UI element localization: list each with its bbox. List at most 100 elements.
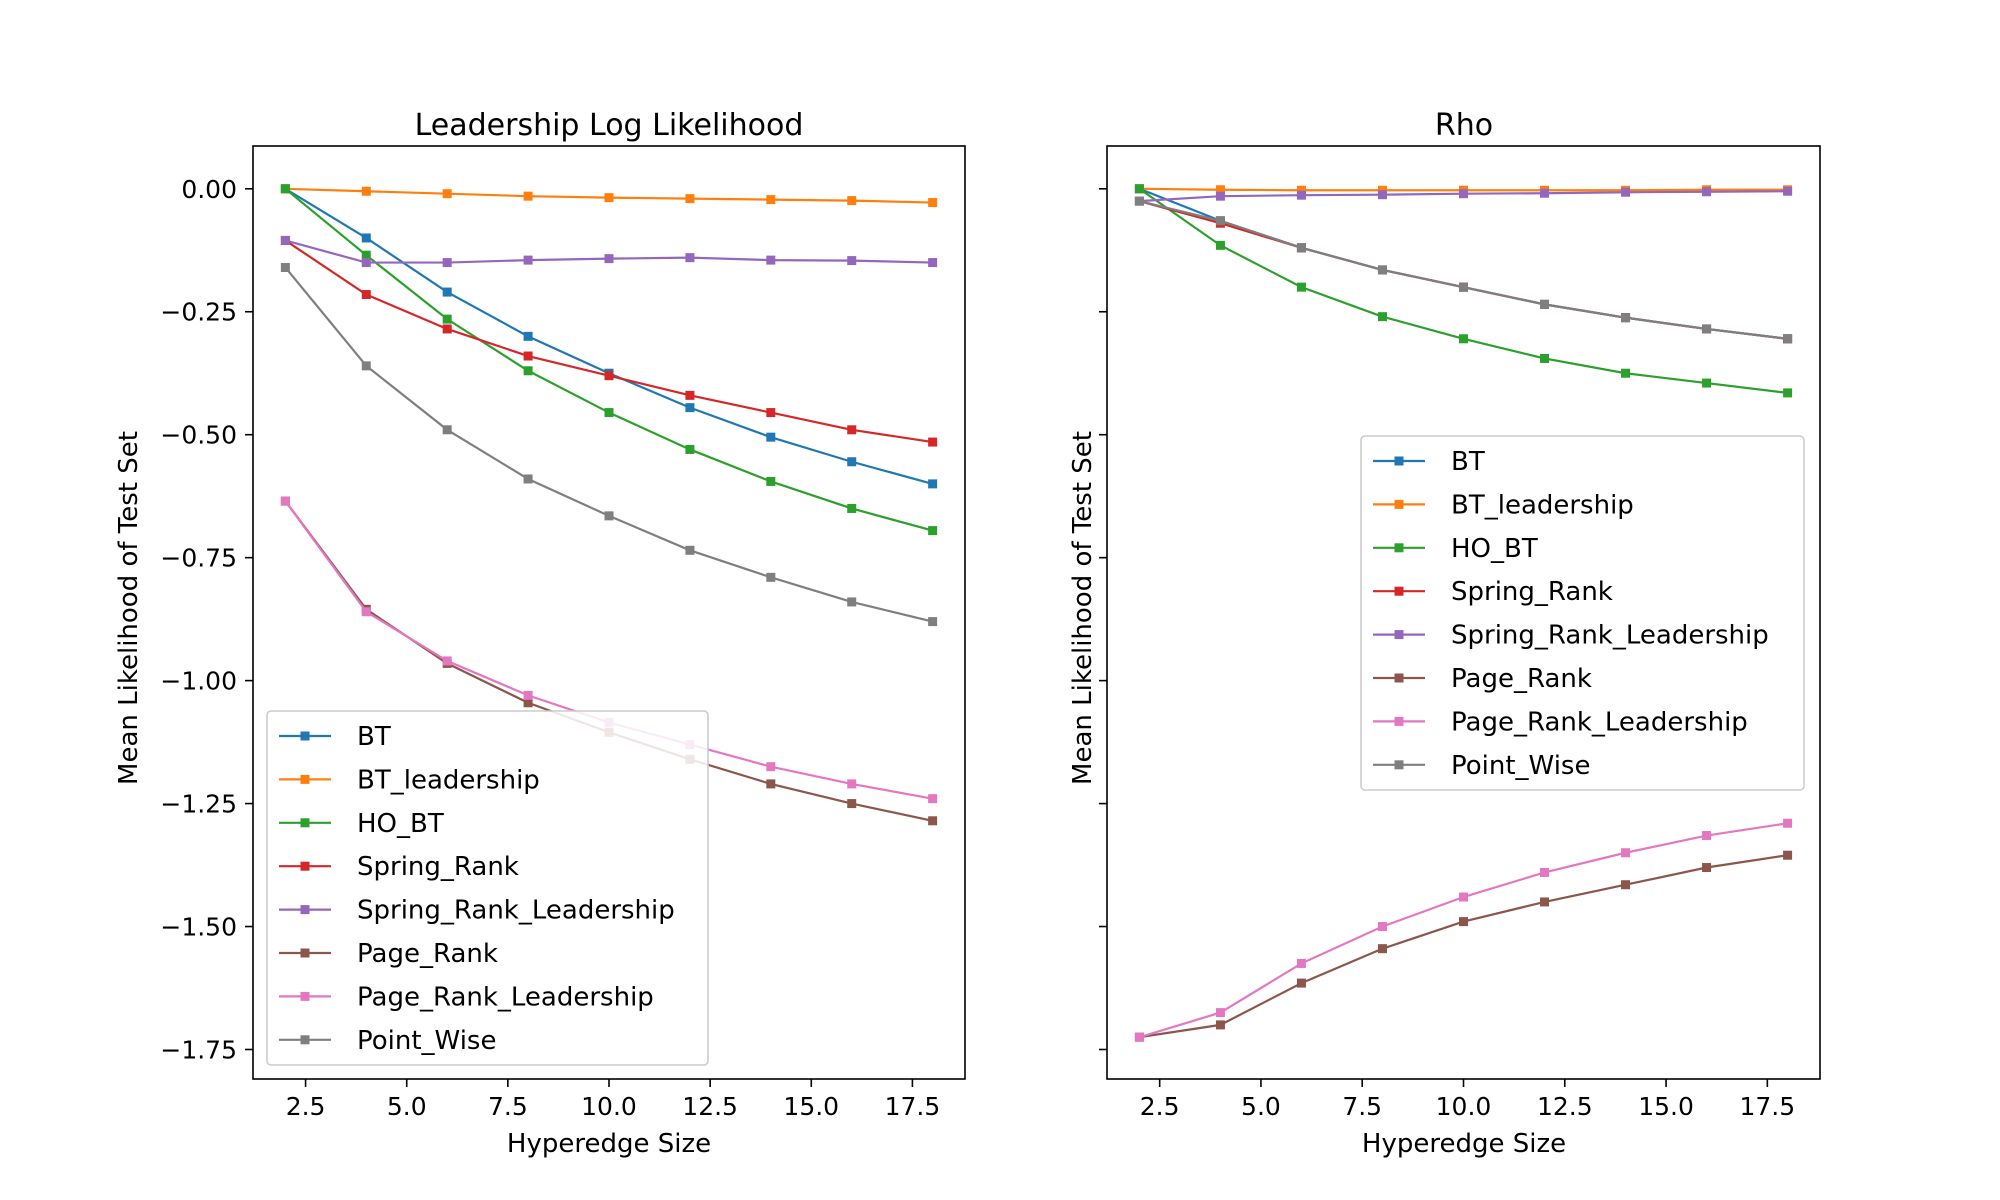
left-data-point-point-wise [847, 597, 857, 607]
left-data-point-spring-rank [766, 408, 776, 418]
left-data-point-spring-rank [523, 351, 533, 361]
left-data-point-point-wise [928, 617, 938, 627]
right-x-tick-label: 7.5 [1342, 1092, 1382, 1121]
right-data-point-ho-bt [1702, 378, 1712, 388]
right-legend-swatch-marker [1394, 630, 1404, 640]
right-data-point-page-rank-leadership [1621, 848, 1631, 858]
left-data-point-bt [361, 233, 371, 243]
right-data-point-point-wise [1296, 243, 1306, 253]
left-data-point-point-wise [361, 361, 371, 371]
right-x-tick-label: 15.0 [1638, 1092, 1694, 1121]
right-data-point-spring-rank-leadership [1459, 189, 1468, 199]
right-data-point-page-rank-leadership [1377, 922, 1387, 932]
left-y-tick-label: −1.75 [160, 1035, 237, 1064]
left-data-point-point-wise [280, 262, 290, 272]
right-legend-item-page-rank: Page_Rank [1373, 664, 1592, 694]
left-legend-item-bt: BT [279, 722, 391, 752]
left-legend-label: Page_Rank [357, 939, 498, 969]
left-data-point-bt [442, 287, 452, 297]
left-data-point-page-rank [928, 816, 938, 826]
left-legend-box [266, 710, 709, 1066]
right-data-point-spring-rank-leadership [1540, 188, 1550, 198]
left-chart-title: Leadership Log Likelihood [415, 108, 804, 143]
right-data-point-point-wise [1702, 324, 1712, 334]
right-x-tick-label: 10.0 [1436, 1092, 1492, 1121]
right-x-tick-label: 17.5 [1739, 1092, 1795, 1121]
right-legend-label: BT [1451, 447, 1485, 477]
left-data-point-point-wise [766, 572, 776, 582]
right-legend-item-spring-rank-leadership: Spring_Rank_Leadership [1373, 621, 1769, 651]
right-data-point-page-rank [1459, 917, 1468, 927]
left-data-point-bt [847, 457, 857, 467]
right-data-point-point-wise [1215, 216, 1225, 226]
left-y-tick-label: −1.50 [160, 913, 237, 942]
right-data-point-page-rank-leadership [1459, 892, 1468, 902]
left-data-point-spring-rank [361, 290, 371, 300]
right-series-line-page-rank [1139, 854, 1788, 1039]
left-data-point-bt [928, 479, 938, 489]
right-data-point-point-wise [1459, 282, 1468, 292]
left-legend-item-page-rank-leadership: Page_Rank_Leadership [279, 982, 654, 1012]
right-data-point-bt-leadership [1215, 185, 1225, 195]
right-legend-swatch-marker [1394, 673, 1404, 683]
right-data-point-page-rank [1215, 1020, 1225, 1030]
left-data-point-spring-rank-leadership [604, 254, 614, 264]
left-plot-area: 2.5 5.0 7.5 10.0 12.5 15.0 17.5 0.00 −0.25 −0.50 −… [160, 145, 966, 1121]
left-legend-item-spring-rank-leadership: Spring_Rank_Leadership [279, 896, 675, 926]
left-data-point-point-wise [685, 545, 695, 555]
left-data-point-ho-bt [280, 184, 290, 194]
left-data-point-spring-rank-leadership [766, 255, 776, 265]
left-x-tick-label: 10.0 [581, 1092, 637, 1121]
left-x-axis-label: Hyperedge Size [507, 1129, 711, 1159]
right-data-point-page-rank-leadership [1702, 831, 1712, 841]
left-data-point-ho-bt [604, 408, 614, 418]
left-data-point-bt [523, 331, 533, 341]
right-data-point-page-rank-leadership [1134, 1032, 1144, 1042]
right-data-point-spring-rank-leadership [1621, 187, 1631, 197]
left-panel: Leadership Log Likelihood Hyperedge Size… [114, 108, 966, 1159]
right-plot-area: 2.5 5.0 7.5 10.0 12.5 15.0 17.5 BT BT_leadership… [1099, 145, 1821, 1121]
right-legend-swatch-marker [1394, 456, 1404, 466]
right-data-point-ho-bt [1296, 282, 1306, 292]
left-data-point-point-wise [604, 511, 614, 521]
left-data-point-spring-rank [604, 371, 614, 381]
right-legend-label: Point_Wise [1451, 751, 1590, 781]
left-x-tick-label: 17.5 [885, 1092, 941, 1121]
right-data-point-spring-rank-leadership [1215, 191, 1225, 201]
left-legend-swatch-marker [300, 905, 310, 915]
left-legend-swatch-marker [300, 774, 310, 784]
left-data-point-bt-leadership [523, 191, 533, 201]
left-x-tick-label: 7.5 [488, 1092, 528, 1121]
right-data-point-ho-bt [1621, 368, 1631, 378]
left-y-tick-label: −0.25 [160, 298, 237, 327]
left-legend-label: Spring_Rank_Leadership [357, 896, 675, 926]
right-data-point-bt-leadership [1296, 185, 1306, 195]
right-legend-item-ho-bt: HO_BT [1373, 534, 1538, 564]
right-data-point-page-rank [1296, 978, 1306, 988]
right-series-line-bt [1139, 187, 1788, 340]
left-x-tick-label: 5.0 [387, 1092, 427, 1121]
right-data-point-point-wise [1377, 265, 1387, 275]
right-data-point-spring-rank-leadership [1702, 187, 1712, 197]
right-x-tick-label: 2.5 [1140, 1092, 1180, 1121]
left-data-point-page-rank-leadership [928, 794, 938, 804]
right-data-point-ho-bt [1215, 240, 1225, 250]
right-data-point-page-rank-leadership [1215, 1008, 1225, 1018]
left-legend-item-bt-leadership: BT_leadership [279, 765, 540, 795]
right-x-tick-label: 12.5 [1537, 1092, 1593, 1121]
left-legend-label: Spring_Rank [357, 852, 519, 882]
right-legend-item-page-rank-leadership: Page_Rank_Leadership [1373, 707, 1748, 737]
right-legend-label: Spring_Rank_Leadership [1451, 621, 1769, 651]
right-data-point-spring-rank-leadership [1377, 190, 1387, 200]
left-legend-swatch-marker [300, 948, 310, 958]
left-legend-swatch-marker [300, 991, 310, 1001]
right-legend-label: HO_BT [1451, 534, 1538, 564]
right-data-point-point-wise [1540, 299, 1550, 309]
left-legend-item-page-rank: Page_Rank [279, 939, 498, 969]
right-legend-swatch-marker [1394, 760, 1404, 770]
left-data-point-spring-rank [847, 425, 857, 435]
right-data-point-page-rank [1783, 850, 1793, 860]
left-legend-label: HO_BT [357, 809, 444, 839]
right-data-point-ho-bt [1540, 353, 1550, 363]
